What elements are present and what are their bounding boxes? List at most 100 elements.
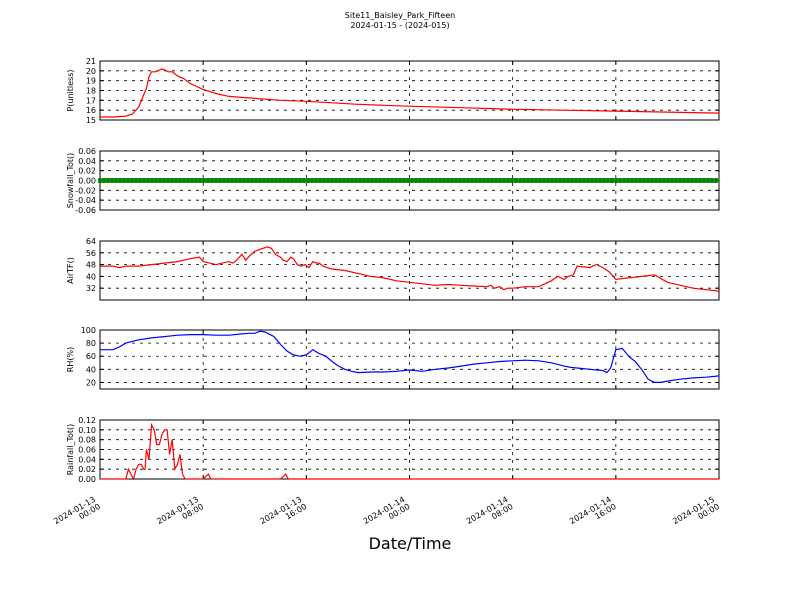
series-marker [106,178,110,183]
series-marker [694,178,698,183]
series-marker [422,178,426,183]
series-marker [162,178,166,183]
series-marker [98,178,102,183]
series-marker [454,178,458,183]
y-tick-label: -0.02 [75,186,96,195]
series-marker [706,178,710,183]
series-marker [382,178,386,183]
y-tick-label: 48 [86,261,96,270]
series-marker [506,178,510,183]
series-marker [490,178,494,183]
series-marker [658,178,662,183]
series-marker [698,178,702,183]
y-tick-label: 100 [81,326,96,335]
y-tick-label: 15 [86,116,96,125]
series-marker [414,178,418,183]
series-marker [702,178,706,183]
y-tick-label: 56 [86,249,96,258]
series-marker [346,178,350,183]
chart-title: Site11_Baisley_Park_Fifteen [344,11,456,20]
series-marker [378,178,382,183]
series-marker [250,178,254,183]
series-marker [714,178,718,183]
series-marker [410,178,414,183]
series-marker [666,178,670,183]
series-marker [310,178,314,183]
series-marker [374,178,378,183]
series-marker [370,178,374,183]
series-marker [242,178,246,183]
series-marker [358,178,362,183]
series-line [100,422,719,481]
y-tick-label: 21 [86,57,96,66]
series-marker [686,178,690,183]
series-marker [366,178,370,183]
series-marker [306,178,310,183]
series-marker [262,178,266,183]
series-marker [614,178,618,183]
series-marker [330,178,334,183]
series-marker [326,178,330,183]
y-tick-label: 16 [86,106,96,115]
series-marker [654,178,658,183]
y-tick-label: 64 [86,237,96,246]
series-marker [546,178,550,183]
series-marker [486,178,490,183]
series-marker [462,178,466,183]
series-marker [602,178,606,183]
y-axis-label: RH(%) [66,347,75,372]
series-marker [398,178,402,183]
series-marker [562,178,566,183]
series-marker [430,178,434,183]
series-marker [202,178,206,183]
y-tick-label: 20 [86,378,96,387]
series-marker [598,178,602,183]
series-marker [338,178,342,183]
series-marker [302,178,306,183]
series-marker [446,178,450,183]
series-marker [386,178,390,183]
series-marker [258,178,262,183]
y-axis-label: Snowfall_Tot() [66,153,75,209]
y-tick-label: 0.08 [78,436,96,445]
series-marker [218,178,222,183]
series-marker [618,178,622,183]
series-marker [230,178,234,183]
series-marker [190,178,194,183]
y-tick-label: 0.06 [78,147,96,156]
series-marker [214,178,218,183]
series-marker [578,178,582,183]
series-marker [286,178,290,183]
series-marker [522,178,526,183]
series-marker [642,178,646,183]
series-marker [498,178,502,183]
series-marker [210,178,214,183]
series-marker [158,178,162,183]
series-marker [526,178,530,183]
series-marker [318,178,322,183]
series-marker [650,178,654,183]
series-marker [150,178,154,183]
series-marker [586,178,590,183]
series-marker [510,178,514,183]
series-marker [146,178,150,183]
series-marker [222,178,226,183]
series-marker [458,178,462,183]
series-marker [494,178,498,183]
series-marker [342,178,346,183]
y-tick-label: -0.04 [75,196,96,205]
series-marker [174,178,178,183]
series-marker [154,178,158,183]
series-marker [634,178,638,183]
series-marker [466,178,470,183]
x-axis-label: Date/Time [368,534,452,553]
series-marker [234,178,238,183]
series-line [100,68,720,118]
series-marker [434,178,438,183]
series-marker [298,178,302,183]
series-marker [186,178,190,183]
y-tick-label: 0.04 [78,455,96,464]
series-marker [594,178,598,183]
